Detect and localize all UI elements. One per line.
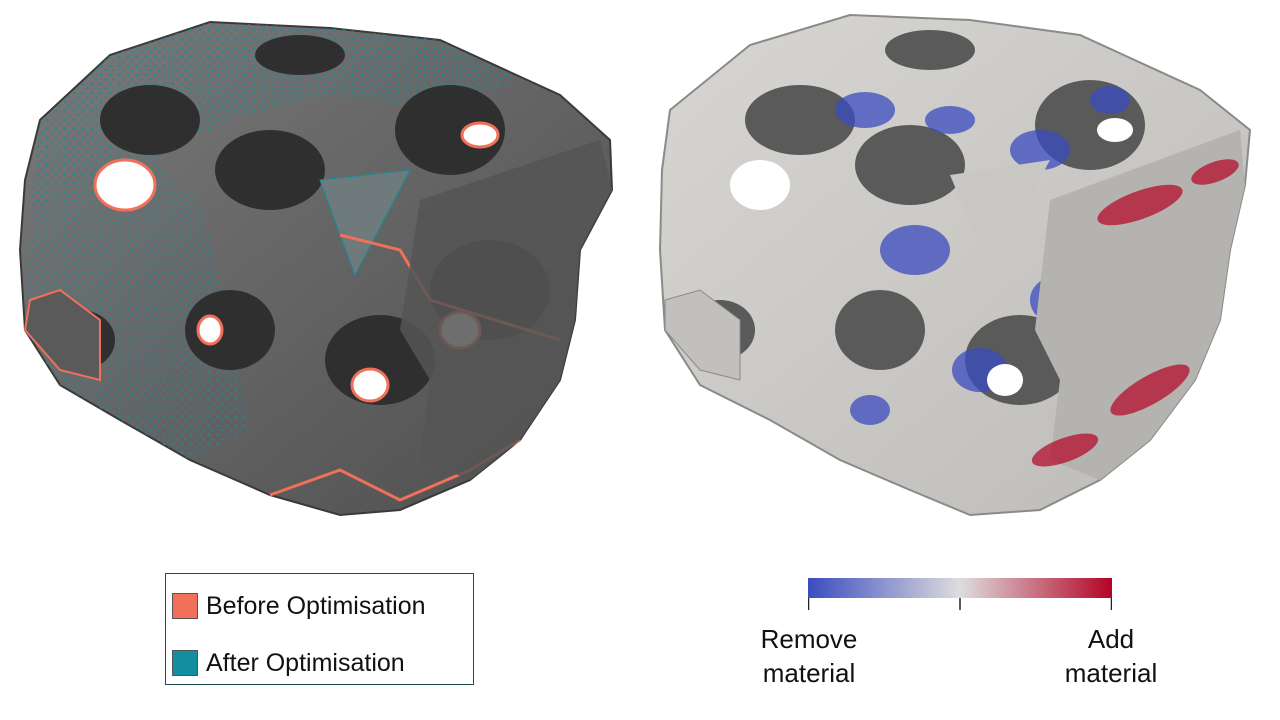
lattice-render-sensitivity	[658, 13, 1252, 517]
colorbar-label-remove-line2: material	[762, 658, 856, 688]
legend-item-before: Before Optimisation	[172, 592, 426, 620]
add-material-regions	[1031, 159, 1239, 467]
colorbar-ticks	[808, 598, 1112, 610]
colorbar	[808, 578, 1112, 598]
legend-label-after: After Optimisation	[206, 649, 405, 677]
after-swatch	[172, 650, 198, 676]
optimisation-legend: Before Optimisation After Optimisation	[165, 573, 474, 685]
colorbar-label-add-line1: Add	[1087, 624, 1135, 654]
colorbar-label-add: Add material	[1040, 622, 1182, 690]
legend-item-after: After Optimisation	[172, 649, 405, 677]
lattice-render-before-after	[18, 20, 614, 517]
before-swatch	[172, 593, 198, 619]
legend-label-before: Before Optimisation	[206, 592, 426, 620]
colorbar-label-add-line2: material	[1064, 658, 1158, 688]
colorbar-label-remove: Remove material	[738, 622, 880, 690]
colorbar-label-remove-line1: Remove	[760, 624, 858, 654]
after-optimisation-surface	[30, 22, 520, 210]
